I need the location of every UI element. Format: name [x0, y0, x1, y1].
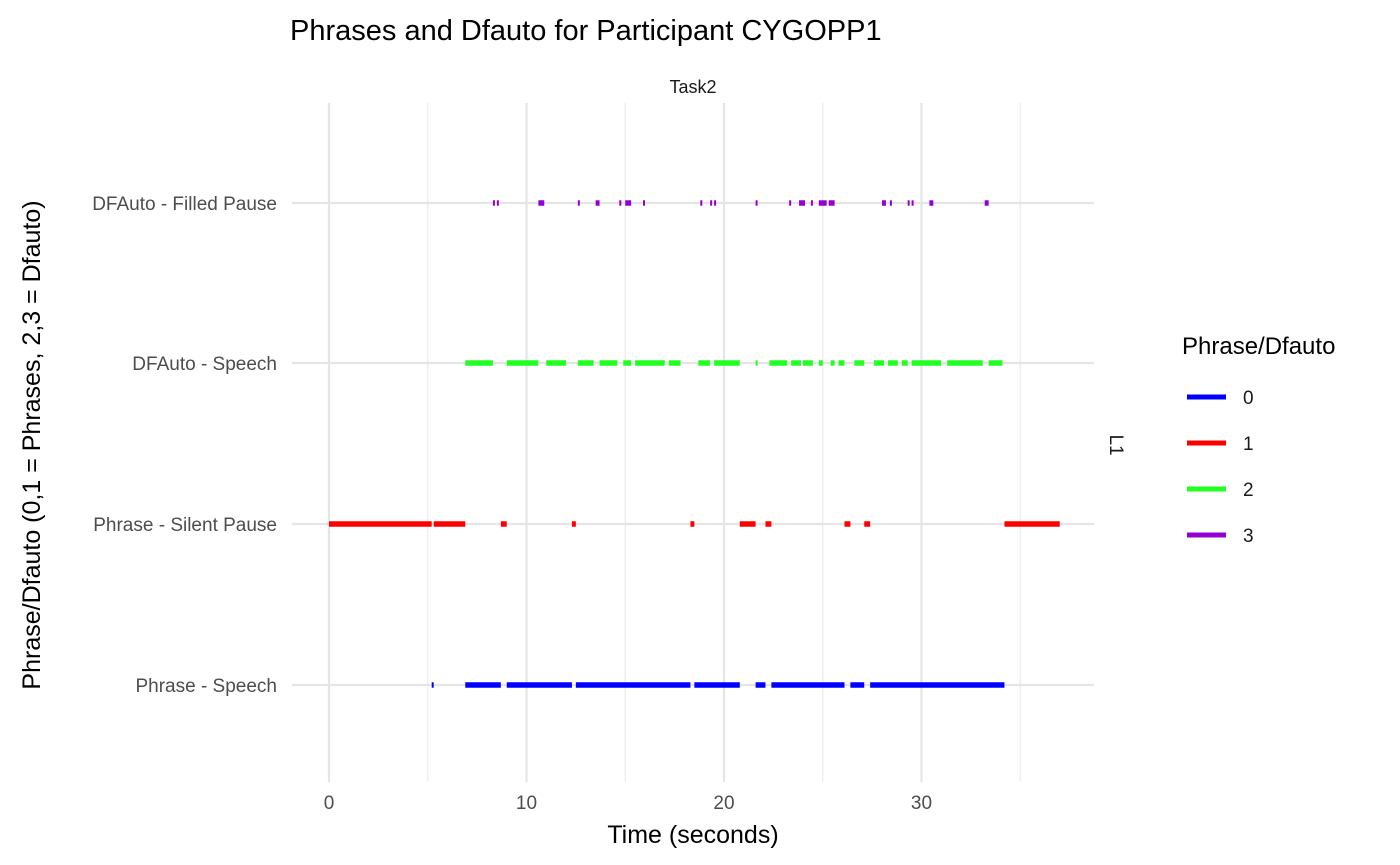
y-axis-title: Phrase/Dfauto (0,1 = Phrases, 2,3 = Dfau…	[18, 200, 46, 689]
facet-side-label: L1	[1105, 434, 1126, 455]
y-tick-label: DFAuto - Speech	[132, 354, 277, 375]
y-axis-tick-labels: Phrase - Speech Phrase - Silent Pause DFAu…	[92, 194, 277, 697]
y-tick-label: DFAuto - Filled Pause	[92, 194, 277, 215]
legend-title: Phrase/Dfauto	[1182, 333, 1335, 360]
x-tick-label: 30	[911, 793, 932, 814]
legend-label: 3	[1243, 526, 1254, 547]
x-axis-title: Time (seconds)	[607, 821, 778, 849]
chart-title: Phrases and Dfauto for Participant CYGOP…	[290, 15, 882, 47]
legend-label: 0	[1243, 388, 1254, 409]
x-tick-label: 10	[516, 793, 537, 814]
legend: Phrase/Dfauto 0 1 2 3	[1182, 333, 1335, 547]
y-tick-label: Phrase - Speech	[135, 676, 277, 697]
x-axis-tick-labels: 0 10 20 30	[324, 793, 932, 814]
grid-lines	[292, 103, 1094, 782]
x-tick-label: 20	[713, 793, 734, 814]
facet-strip-label: Task2	[669, 77, 716, 97]
y-tick-label: Phrase - Silent Pause	[93, 515, 277, 536]
legend-label: 2	[1243, 480, 1254, 501]
data-segments	[329, 200, 1060, 688]
legend-label: 1	[1243, 434, 1254, 455]
x-tick-label: 0	[324, 793, 335, 814]
